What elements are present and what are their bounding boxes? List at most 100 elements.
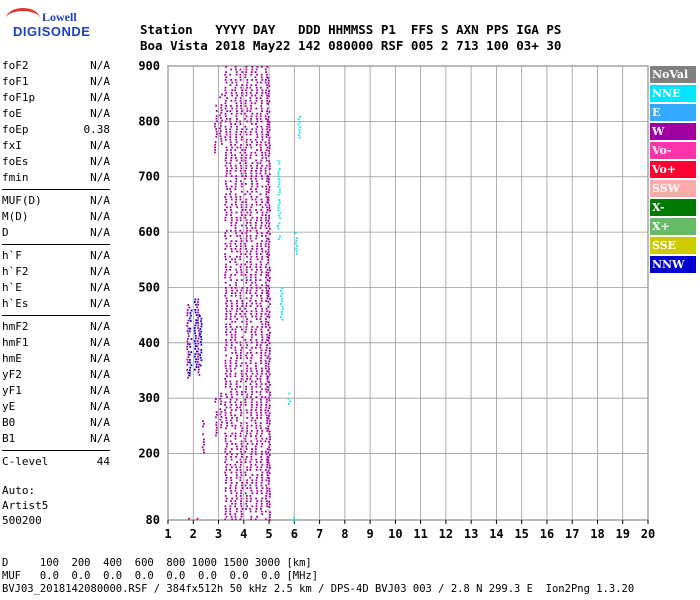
echo-point-w <box>255 383 258 385</box>
echo-point-w <box>240 497 243 500</box>
echo-point-w <box>225 354 228 357</box>
echo-point-w <box>255 188 257 190</box>
echo-point-w <box>225 302 227 305</box>
echo-point-w <box>261 323 264 326</box>
echo-point-w <box>260 489 263 492</box>
echo-point-w <box>260 105 263 107</box>
echo-point-w <box>261 432 263 435</box>
echo-point-w <box>220 410 223 413</box>
echo-point-w <box>240 378 243 380</box>
echo-point-w <box>266 458 268 461</box>
echo-point-w <box>230 185 233 188</box>
echo-point-w <box>235 73 238 76</box>
echo-point-w <box>261 258 263 261</box>
param-name: hmF1 <box>2 336 29 349</box>
echo-point-w <box>260 352 263 354</box>
echo-point-w <box>250 396 252 398</box>
echo-point-w <box>269 331 271 334</box>
echo-point-nne <box>280 303 282 305</box>
echo-point-w <box>234 320 237 323</box>
echo-point-w <box>225 341 228 344</box>
echo-point-w <box>255 263 258 266</box>
echo-point-w <box>261 372 263 375</box>
echo-point-w <box>224 378 227 380</box>
echo-point-w <box>264 281 267 284</box>
echo-point-w <box>219 130 222 132</box>
echo-point-w <box>259 86 262 89</box>
echo-point-w <box>251 326 254 328</box>
echo-point-w <box>215 120 218 123</box>
echo-point-w <box>268 126 271 129</box>
echo-point-w <box>231 292 233 294</box>
echo-point-w <box>234 502 237 505</box>
echo-point-w <box>231 307 233 310</box>
echo-point-w <box>230 240 233 242</box>
echo-point-w <box>246 344 249 346</box>
echo-point-w <box>215 117 218 120</box>
echo-point-w <box>214 151 216 154</box>
echo-point-w <box>256 185 259 188</box>
echo-point-w <box>251 393 253 396</box>
echo-point-w <box>235 203 238 206</box>
echo-point-w <box>234 287 237 289</box>
echo-point-w <box>249 284 252 287</box>
echo-point-w <box>267 134 270 137</box>
echo-point-w <box>266 73 268 76</box>
echo-point-w <box>245 227 248 229</box>
echo-point-w <box>268 139 270 142</box>
echo-point-w <box>240 404 242 406</box>
echo-point-w <box>244 157 247 159</box>
echo-point-w <box>265 398 268 401</box>
echo-point-w <box>266 146 269 149</box>
echo-point-w <box>215 424 218 426</box>
echo-point-w <box>265 497 267 500</box>
echo-point-w <box>250 151 253 154</box>
echo-point-w <box>245 203 248 206</box>
echo-point-w <box>267 456 270 459</box>
echo-point-w <box>245 495 248 497</box>
echo-point-w <box>246 107 249 110</box>
echo-point-w <box>249 133 252 136</box>
echo-point-w <box>239 297 242 300</box>
echo-point-w <box>187 319 190 322</box>
echo-point-nnw <box>200 359 203 362</box>
echo-point-w <box>231 424 234 427</box>
echo-point-w <box>260 167 262 170</box>
echo-point-w <box>214 122 216 125</box>
echo-point-w <box>261 128 264 131</box>
echo-point-w <box>265 320 267 323</box>
echo-point-w <box>231 328 234 331</box>
echo-point-w <box>260 349 263 352</box>
echo-point-w <box>266 253 268 255</box>
echo-point-w <box>225 175 228 177</box>
param-value: N/A <box>90 226 110 239</box>
echo-point-w <box>230 175 233 177</box>
echo-point-w <box>268 477 271 480</box>
echo-point-w <box>251 185 253 188</box>
echo-point-w <box>241 456 243 458</box>
echo-point-w <box>229 141 232 144</box>
echo-point-w <box>229 406 232 409</box>
echo-point-w <box>240 502 242 505</box>
echo-point-w <box>235 84 238 86</box>
echo-point-w <box>255 458 258 461</box>
echo-point-w <box>255 461 258 463</box>
logo-swoosh <box>6 8 40 29</box>
echo-point-w <box>235 196 237 198</box>
echo-point-w <box>187 353 190 356</box>
echo-point-nnw <box>188 369 191 372</box>
echo-point-w <box>230 279 233 281</box>
echo-point-w <box>234 424 237 427</box>
echo-point-w <box>261 336 264 339</box>
echo-point-w <box>255 222 257 224</box>
echo-point-w <box>240 372 243 375</box>
x-tick-label: 11 <box>413 527 427 541</box>
echo-point-nnw <box>188 353 191 356</box>
echo-point-w <box>230 196 232 198</box>
echo-point-w <box>225 245 228 248</box>
echo-point-w <box>255 203 258 206</box>
echo-point-w <box>261 154 264 157</box>
echo-point-w <box>241 224 243 227</box>
echo-point-w <box>234 229 237 232</box>
echo-point-w <box>196 319 199 322</box>
